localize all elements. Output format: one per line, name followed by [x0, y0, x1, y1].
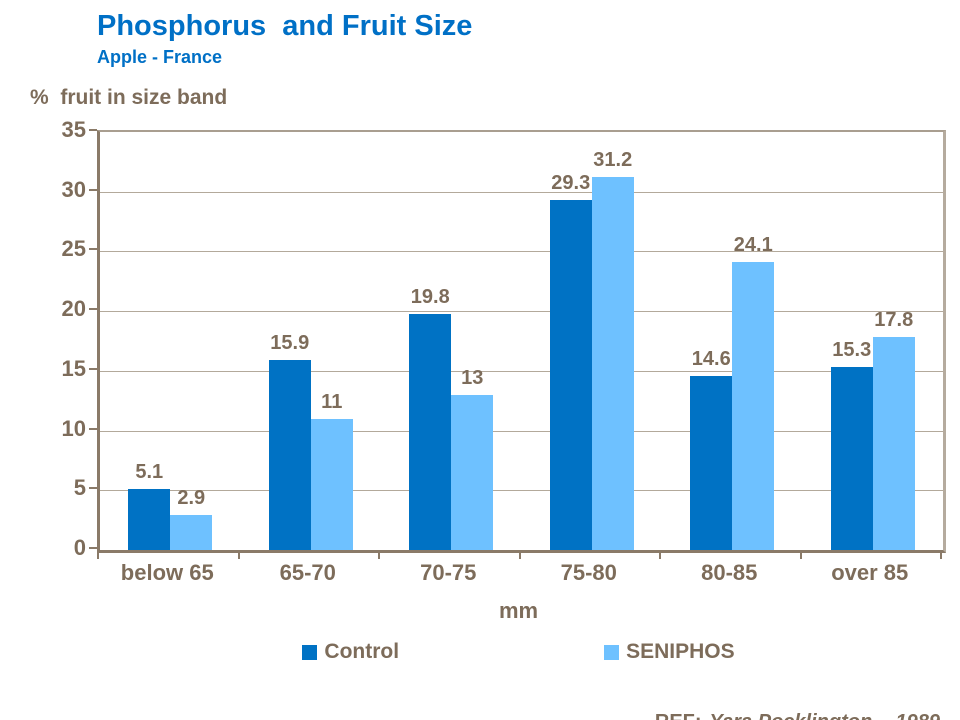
gridline-10 — [100, 430, 943, 432]
x-axis-label-below-65: below 65 — [120, 560, 214, 585]
bar-seniphos-65-70 — [310, 418, 353, 550]
y-axis-label-10: 10 — [61, 415, 86, 441]
legend-swatch-control — [302, 644, 318, 660]
x-axis-label-80-85: 80-85 — [701, 560, 758, 585]
reference-line: REF: Yara Pocklington - 1989 — [633, 688, 940, 720]
y-axis-tick — [89, 427, 97, 430]
legend-label-control: Control — [324, 640, 400, 663]
value-label-seniphos-below-65: 2.9 — [177, 487, 206, 510]
gridline-30 — [100, 191, 943, 193]
bar-seniphos-80-85 — [732, 262, 775, 550]
x-axis-tick — [378, 551, 380, 559]
gridline-25 — [100, 251, 943, 253]
y-axis-label-25: 25 — [61, 236, 86, 262]
bar-control-below-65 — [128, 489, 171, 550]
x-axis-label-over-85: over 85 — [831, 560, 909, 585]
y-axis-label-20: 20 — [61, 296, 86, 322]
x-axis-title: mm — [498, 598, 539, 623]
bar-seniphos-below-65 — [170, 515, 213, 550]
y-axis-tick — [89, 487, 97, 490]
y-axis-label-5: 5 — [73, 475, 86, 501]
value-label-seniphos-over-85: 17.8 — [874, 309, 914, 332]
x-axis-label-70-75: 70-75 — [420, 560, 477, 585]
plot-area: 5.1 2.9 15.9 11 19.8 13 29.3 31.2 14.6 24.1 15.3 17… — [97, 130, 946, 553]
bar-seniphos-70-75 — [451, 394, 494, 550]
value-label-seniphos-65-70: 11 — [321, 390, 343, 413]
x-axis-tick — [237, 551, 240, 559]
ref-label: REF: — [655, 711, 702, 720]
legend-item-seniphos: SENIPHOS — [604, 640, 735, 664]
y-axis-label-30: 30 — [61, 176, 86, 202]
bar-control-65-70 — [268, 360, 311, 550]
y-axis-tick — [89, 188, 97, 191]
bar-control-over-85 — [830, 367, 873, 550]
x-axis-tick — [518, 551, 521, 559]
y-axis-tick — [89, 547, 97, 549]
y-axis-label-15: 15 — [61, 355, 86, 381]
bar-seniphos-over-85 — [872, 337, 915, 550]
bar-control-75-80 — [549, 200, 592, 550]
ref-text: Yara Pocklington - 1989 — [710, 711, 940, 720]
bar-control-70-75 — [409, 313, 452, 550]
y-axis-tick — [89, 367, 97, 370]
value-label-control-below-65: 5.1 — [135, 461, 164, 484]
y-axis-tick — [89, 129, 97, 131]
y-axis-tick — [89, 248, 97, 251]
chart-subtitle: Apple - France — [97, 47, 223, 67]
gridline-5 — [100, 490, 943, 492]
value-label-control-65-70: 15.9 — [270, 332, 310, 355]
value-label-seniphos-75-80: 31.2 — [593, 149, 633, 172]
bar-control-80-85 — [690, 375, 733, 550]
value-label-control-70-75: 19.8 — [410, 285, 450, 308]
value-label-seniphos-80-85: 24.1 — [733, 234, 773, 257]
x-axis-tick — [799, 551, 802, 559]
y-axis-label-0: 0 — [73, 535, 86, 560]
chart-title: Phosphorus and Fruit Size — [97, 10, 473, 42]
x-axis-label-65-70: 65-70 — [279, 560, 336, 585]
legend-item-control: Control — [302, 640, 399, 664]
x-axis-tick — [97, 551, 99, 559]
gridline-20 — [100, 311, 943, 313]
legend-label-seniphos: SENIPHOS — [626, 640, 735, 663]
legend: Control SENIPHOS — [97, 640, 940, 664]
gridline-15 — [100, 370, 943, 372]
value-label-seniphos-70-75: 13 — [461, 366, 484, 389]
y-axis-title: % fruit in size band — [30, 86, 228, 109]
y-axis-tick — [89, 308, 97, 311]
y-axis-label-35: 35 — [61, 117, 86, 142]
value-label-control-75-80: 29.3 — [551, 172, 591, 195]
x-axis-label-75-80: 75-80 — [560, 560, 617, 585]
x-axis-tick — [659, 551, 661, 559]
value-label-control-over-85: 15.3 — [832, 339, 872, 362]
bar-seniphos-75-80 — [591, 177, 634, 550]
x-axis-tick — [940, 551, 942, 559]
legend-swatch-seniphos — [604, 644, 620, 660]
value-label-control-80-85: 14.6 — [691, 347, 731, 370]
